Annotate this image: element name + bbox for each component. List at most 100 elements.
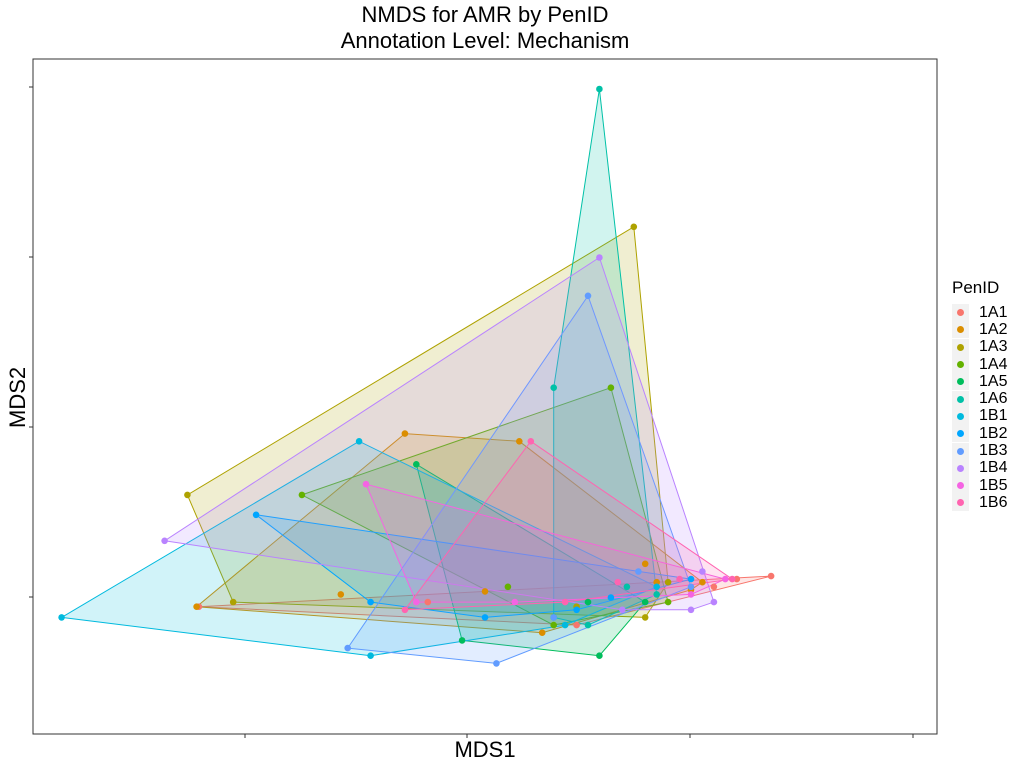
point-1A3-1: [630, 223, 638, 231]
legend-dot-1B5: [957, 482, 964, 490]
legend-label-1A6: 1A6: [979, 390, 1008, 408]
hull-1B2: [255, 514, 692, 618]
point-1A2-6: [337, 591, 345, 598]
legend-label-1B4: 1B4: [979, 459, 1008, 477]
legend: PenID 1A1 1A2 1A3 1A4 1A5 1A6 1B1 1B2 1B3 1B4 1B5 1…: [952, 278, 1007, 512]
point-1A6-4: [623, 583, 631, 591]
point-1A5-0: [413, 461, 420, 468]
legend-label-1B3: 1B3: [979, 442, 1008, 460]
point-1A5-3: [641, 598, 649, 606]
legend-dot-1B3: [957, 447, 964, 455]
point-1A2-2: [516, 438, 523, 445]
point-1B2-2: [687, 575, 695, 583]
legend-dot-1A3: [957, 343, 964, 351]
point-1A5-4: [584, 598, 592, 606]
legend-key-1B1: [952, 407, 969, 425]
point-1B6-2: [728, 575, 736, 583]
chart-title: NMDS for AMR by PenID: [361, 2, 609, 27]
legend-key-1A4: [952, 356, 969, 374]
legend-label-1B2: 1B2: [979, 424, 1008, 442]
legend-key-1A1: [952, 304, 969, 322]
legend-item-1B4: 1B4: [952, 459, 1008, 477]
point-1A2-0: [193, 603, 200, 610]
point-1B6-4: [561, 598, 569, 606]
point-1A6-5: [584, 621, 592, 629]
legend-dot-1A4: [957, 361, 964, 369]
hull-1A6: [553, 88, 658, 626]
legend-dot-1A2: [957, 326, 964, 334]
legend-key-1B4: [952, 459, 969, 477]
legend-dot-1A5: [957, 378, 964, 386]
point-1A5-2: [596, 652, 603, 659]
legend-key-1A3: [952, 338, 969, 356]
legend-dot-1A1: [957, 309, 964, 317]
legend-title: PenID: [952, 278, 1000, 297]
legend-item-1A6: 1A6: [952, 390, 1008, 408]
point-1B1-4: [367, 652, 374, 659]
point-1A1-1: [424, 598, 432, 606]
legend-key-1B2: [952, 425, 969, 443]
legend-items: 1A1 1A2 1A3 1A4 1A5 1A6 1B1 1B2 1B3 1B4 1B5 1B6: [952, 304, 1007, 512]
point-1B3-1: [584, 292, 592, 300]
point-1B6-0: [527, 438, 535, 445]
legend-key-1B6: [952, 494, 969, 512]
point-1A6-3: [653, 591, 660, 598]
point-1A2-4: [699, 578, 706, 586]
point-1B1-0: [58, 614, 65, 621]
point-1B3-2: [635, 568, 642, 575]
point-1A4-0: [298, 491, 306, 499]
legend-item-1B6: 1B6: [952, 494, 1007, 512]
legend-item-1B3: 1B3: [952, 442, 1008, 460]
point-1A6-0: [596, 85, 603, 93]
legend-key-1A5: [952, 373, 969, 391]
point-1B1-1: [355, 438, 363, 445]
point-1A2-1: [401, 430, 409, 437]
point-1A1-2: [573, 621, 580, 629]
point-1A1-5: [733, 575, 741, 583]
legend-label-1A5: 1A5: [979, 372, 1008, 390]
point-1B5-0: [362, 480, 370, 488]
legend-dot-1B6: [957, 499, 964, 507]
point-1B4-4: [619, 606, 626, 614]
point-1B3-0: [344, 644, 352, 652]
legend-item-1B2: 1B2: [952, 424, 1008, 443]
point-1B4-5: [710, 598, 718, 606]
legend-dot-1B2: [957, 430, 964, 438]
point-1B6-3: [676, 575, 683, 583]
point-1B5-2: [511, 598, 519, 606]
point-1B6-5: [401, 606, 409, 614]
legend-item-1A4: 1A4: [952, 356, 1007, 374]
point-1A2-3: [641, 560, 649, 568]
point-1B1-3: [561, 621, 569, 629]
plot-panel: [32, 58, 938, 735]
point-1B2-4: [573, 606, 580, 614]
legend-item-1A2: 1A2: [952, 320, 1008, 339]
point-1B3-4: [493, 660, 500, 667]
legend-dot-1B1: [957, 412, 964, 420]
point-1B3-5: [550, 614, 557, 621]
hull-1B4: [163, 256, 715, 611]
legend-key-1B5: [952, 477, 969, 495]
chart-subtitle: Annotation Level: Mechanism: [340, 28, 630, 53]
point-1B5-4: [687, 591, 695, 598]
point-1A1-4: [767, 572, 775, 580]
legend-label-1A2: 1A2: [979, 320, 1008, 338]
point-1B1-2: [653, 583, 660, 591]
x-axis-label: MDS1: [454, 737, 516, 762]
point-1A3-0: [184, 491, 191, 499]
legend-label-1A1: 1A1: [979, 303, 1008, 321]
y-axis-label: MDS2: [5, 366, 30, 428]
point-1A3-2: [664, 578, 672, 586]
point-1B4-2: [699, 568, 706, 575]
point-1A2-9: [481, 588, 489, 595]
point-1B4-1: [596, 254, 603, 261]
axis-ticks: [29, 86, 914, 738]
point-1B2-0: [252, 511, 260, 519]
point-1B2-5: [481, 614, 489, 621]
point-1B4-0: [161, 537, 168, 545]
point-1A5-1: [458, 637, 466, 644]
point-1A3-3: [641, 614, 649, 621]
point-1B3-3: [687, 583, 695, 591]
legend-key-1A6: [952, 390, 969, 408]
